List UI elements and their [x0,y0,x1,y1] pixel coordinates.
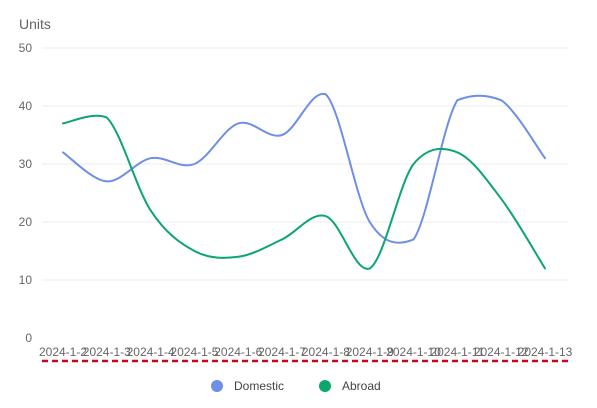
x-tick-label: 2024-1-2 [39,345,87,359]
x-tick-label: 2024-1-3 [83,345,131,359]
x-tick-label: 2024-1-13 [518,345,573,359]
x-tick-label: 2024-1-5 [170,345,218,359]
series-lines [62,93,546,270]
x-tick-label: 2024-1-10 [386,345,441,359]
y-tick-label: 30 [19,157,33,171]
legend-marker [211,380,223,392]
y-axis-title: Units [19,16,51,32]
series-line-abroad[interactable] [62,114,546,270]
x-tick-label: 2024-1-8 [302,345,350,359]
x-tick-label: 2024-1-11 [430,345,484,359]
legend-item-domestic[interactable]: Domestic [211,379,284,393]
legend-marker [319,380,331,392]
legend[interactable]: Domestic Abroad [211,379,381,393]
y-tick-label: 50 [19,41,33,55]
x-tick-label: 2024-1-7 [258,345,306,359]
y-tick-label: 10 [19,273,33,287]
x-tick-label: 2024-1-9 [346,345,394,359]
x-tick-label: 2024-1-6 [214,345,262,359]
x-tick-label: 2024-1-4 [127,345,175,359]
x-tick-label: 2024-1-12 [474,345,529,359]
grid-lines: 0 10 20 30 40 50 [19,41,568,345]
y-tick-label: 0 [25,331,32,345]
legend-label: Domestic [234,379,284,393]
series-line-domestic[interactable] [62,93,546,244]
y-tick-label: 40 [19,99,33,113]
y-tick-label: 20 [19,215,33,229]
legend-item-abroad[interactable]: Abroad [319,379,381,393]
x-axis: 2024-1-22024-1-32024-1-42024-1-52024-1-6… [39,345,573,363]
legend-label: Abroad [342,379,381,393]
